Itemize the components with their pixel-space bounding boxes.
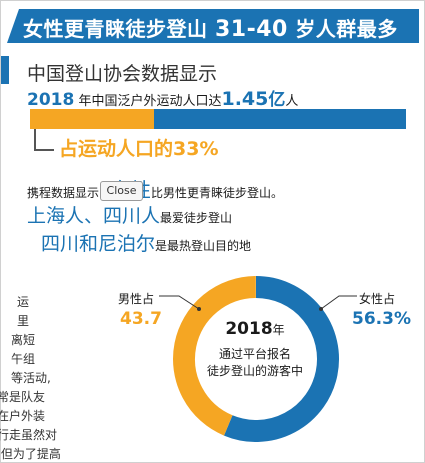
region-suffix: 最爱徒步登山: [160, 211, 233, 225]
ctrip-prefix: 携程数据显示: [27, 186, 100, 200]
article-line: 等活动,: [11, 371, 51, 385]
female-value: 56.3%: [352, 309, 411, 329]
population-value: 1.45: [221, 88, 269, 110]
male-value: 43.7: [120, 309, 162, 329]
population-bar-share: [30, 109, 155, 129]
male-label: 男性占: [118, 292, 155, 306]
donut-line1: 通过平台报名: [218, 347, 291, 361]
destination-big: 四川和尼泊尔: [41, 233, 156, 255]
donut-center-year: 2018年: [205, 319, 305, 339]
article-line: 行走虽然对: [0, 428, 58, 442]
population-line: 2018 年中国泛户外运动人口达1.45亿人: [27, 85, 298, 110]
header-title-age: 31-40: [214, 17, 288, 42]
article-line: ,但为了提高: [0, 447, 61, 461]
destination-line: 四川和尼泊尔是最热登山目的地: [41, 229, 251, 256]
header-title: 女性更青睐徒步登山 31-40 岁人群最多: [23, 13, 398, 42]
header-banner: [7, 9, 419, 43]
background-article: 运里离短午组等活动, 常是队友在户外装行走虽然对 ,但为了提高: [0, 293, 97, 463]
close-button[interactable]: Close: [100, 181, 143, 201]
population-mid: 年中国泛户外运动人口达: [74, 94, 222, 109]
region-big: 上海人、四川人: [27, 205, 161, 227]
share-bracket: [34, 129, 54, 151]
female-leader-line: [319, 295, 357, 311]
donut-year: 2018: [225, 319, 273, 339]
population-unit: 亿: [268, 90, 286, 110]
population-bar: [30, 109, 406, 129]
article-line: 午组: [11, 352, 36, 366]
donut-center-text: 通过平台报名 徒步登山的游客中: [205, 346, 305, 380]
article-line: 在户外装: [0, 409, 46, 423]
ctrip-line: 携程数据显示 女性比男性更青睐徒步登山。: [27, 174, 283, 203]
donut-line2: 徒步登山的游客中: [206, 364, 303, 378]
donut-slice-female: [224, 276, 339, 442]
destination-suffix: 是最热登山目的地: [155, 239, 252, 253]
article-line: 里: [17, 314, 30, 328]
article-line: 运: [17, 295, 30, 309]
header-title-suffix: 岁人群最多: [295, 17, 398, 41]
article-line: 常是队友: [0, 390, 46, 404]
ctrip-suffix: 比男性更青睐徒步登山。: [151, 186, 284, 200]
donut-year-unit: 年: [272, 323, 285, 337]
population-unit-tail: 人: [285, 94, 299, 109]
female-label: 女性占: [359, 292, 396, 306]
source-rule: [1, 56, 9, 84]
donut-slice-male: [173, 276, 257, 436]
share-text: 占运动人口的33%: [59, 138, 219, 160]
article-line: 离短: [11, 333, 36, 347]
gender-donut-chart: [173, 276, 339, 442]
header-title-prefix: 女性更青睐徒步登山: [23, 17, 208, 41]
source-heading: 中国登山协会数据显示: [27, 63, 218, 85]
region-line: 上海人、四川人最爱徒步登山: [27, 201, 232, 228]
population-year: 2018: [27, 90, 75, 110]
header-notch: [7, 9, 19, 43]
male-leader-line: [159, 295, 201, 311]
